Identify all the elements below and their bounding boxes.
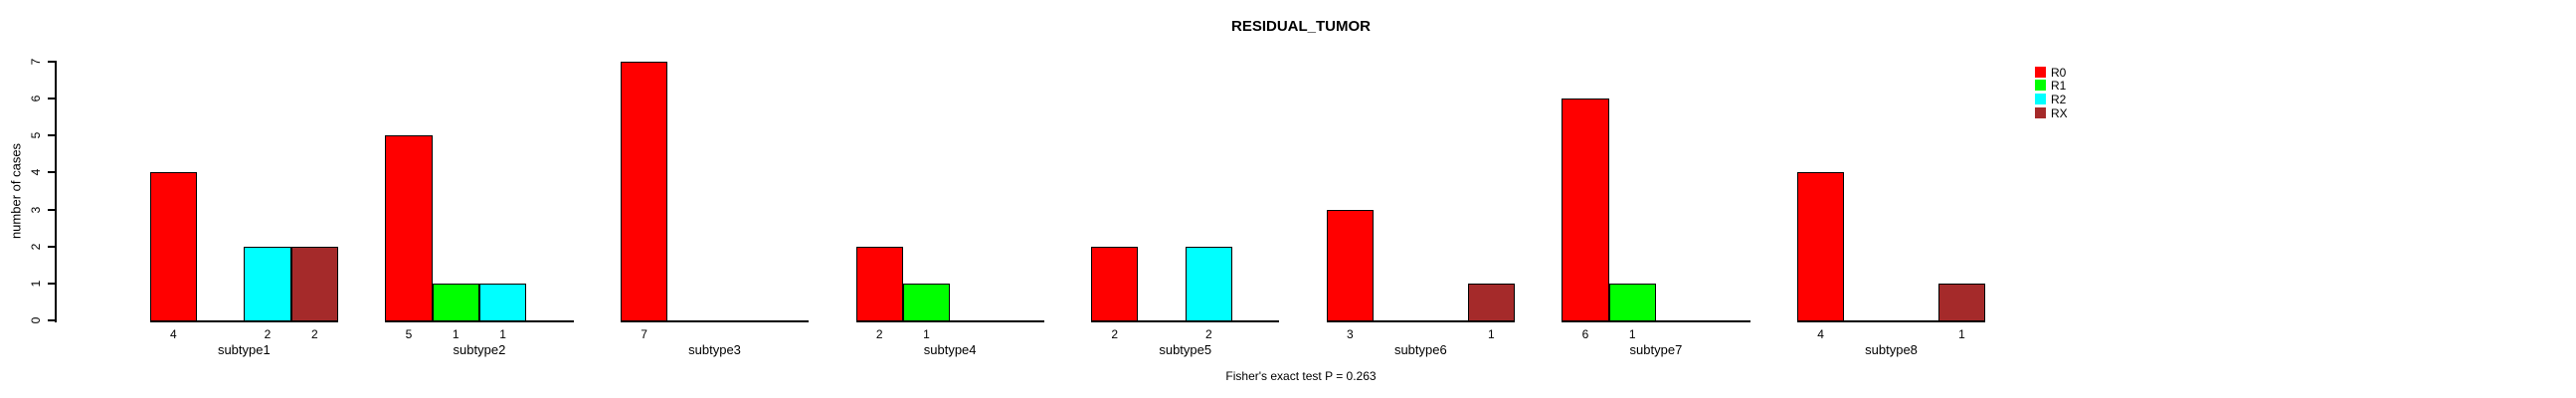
y-tick-mark: [48, 208, 56, 211]
y-tick-mark: [48, 134, 56, 137]
bar-r0: [1796, 172, 1845, 322]
bar-value-label: 1: [499, 327, 506, 341]
legend-swatch-r2: [2035, 94, 2046, 105]
bar-r1: [902, 283, 951, 322]
bar-r1: [1608, 283, 1656, 322]
legend-swatch-r0: [2035, 66, 2046, 78]
group-baseline: [620, 320, 810, 322]
bar-r2: [478, 283, 527, 322]
legend-label: RX: [2051, 105, 2068, 120]
group-baseline: [149, 320, 338, 322]
chart-title: RESIDUAL_TUMOR: [1230, 18, 1372, 35]
bar-value-label: 2: [1205, 327, 1212, 341]
bar-value-label: 4: [170, 327, 177, 341]
y-tick-label: 3: [29, 206, 43, 213]
legend-swatch-r1: [2035, 80, 2046, 92]
bar-value-label: 2: [875, 327, 883, 341]
bar-r0: [149, 172, 197, 322]
bar-r2: [244, 246, 291, 322]
group-label: subtype8: [1865, 342, 1918, 357]
legend-swatch-rx: [2035, 106, 2046, 118]
bar-rx: [1937, 283, 1986, 322]
bar-r0: [855, 246, 903, 322]
group-baseline: [1796, 320, 1986, 322]
y-tick-mark: [48, 98, 56, 100]
bar-value-label: 2: [310, 327, 318, 341]
y-tick-mark: [48, 171, 56, 174]
group-baseline: [385, 320, 574, 322]
y-tick-label: 7: [29, 58, 43, 66]
y-tick-label: 5: [29, 131, 43, 139]
group-label: subtype1: [217, 342, 271, 357]
bar-value-label: 2: [1111, 327, 1119, 341]
bar-r0: [1091, 246, 1139, 322]
group-label: subtype2: [453, 342, 506, 357]
bar-value-label: 3: [1347, 327, 1354, 341]
bar-value-label: 5: [405, 327, 413, 341]
group-baseline: [855, 320, 1044, 322]
bar-r0: [1326, 209, 1374, 322]
group-baseline: [1562, 320, 1750, 322]
y-axis-label: number of cases: [8, 142, 24, 240]
bar-value-label: 1: [1958, 327, 1965, 341]
bar-r0: [385, 135, 433, 322]
group-label: subtype6: [1393, 342, 1447, 357]
bar-value-label: 2: [264, 327, 272, 341]
group-label: subtype3: [688, 342, 741, 357]
bar-value-label: 1: [1628, 327, 1636, 341]
bar-value-label: 6: [1581, 327, 1589, 341]
y-tick-mark: [48, 245, 56, 248]
bar-rx: [1467, 283, 1515, 322]
bar-value-label: 1: [923, 327, 930, 341]
bar-value-label: 7: [641, 327, 647, 341]
legend-label: R0: [2051, 65, 2067, 80]
group-label: subtype4: [923, 342, 977, 357]
bar-r2: [1185, 246, 1233, 322]
legend-label: R2: [2051, 93, 2067, 107]
group-baseline: [1091, 320, 1280, 322]
bar-value-label: 1: [452, 327, 460, 341]
group-label: subtype7: [1629, 342, 1683, 357]
fisher-test-caption: Fisher's exact test P = 0.263: [1225, 369, 1377, 383]
y-tick-label: 4: [29, 169, 43, 176]
y-tick-label: 6: [29, 95, 43, 102]
bar-r1: [432, 283, 479, 322]
y-tick-mark: [48, 282, 56, 285]
y-tick-label: 0: [29, 316, 43, 324]
y-tick-mark: [48, 319, 56, 321]
legend-label: R1: [2051, 79, 2067, 94]
bar-value-label: 4: [1817, 327, 1824, 341]
bar-r0: [620, 62, 668, 322]
y-axis-line: [55, 61, 57, 322]
bar-r0: [1562, 99, 1609, 322]
y-tick-label: 2: [29, 243, 43, 251]
group-baseline: [1326, 320, 1515, 322]
bar-rx: [290, 246, 338, 322]
y-tick-label: 1: [29, 280, 43, 288]
group-label: subtype5: [1159, 342, 1212, 357]
bar-value-label: 1: [1487, 327, 1495, 341]
y-tick-mark: [48, 61, 56, 64]
